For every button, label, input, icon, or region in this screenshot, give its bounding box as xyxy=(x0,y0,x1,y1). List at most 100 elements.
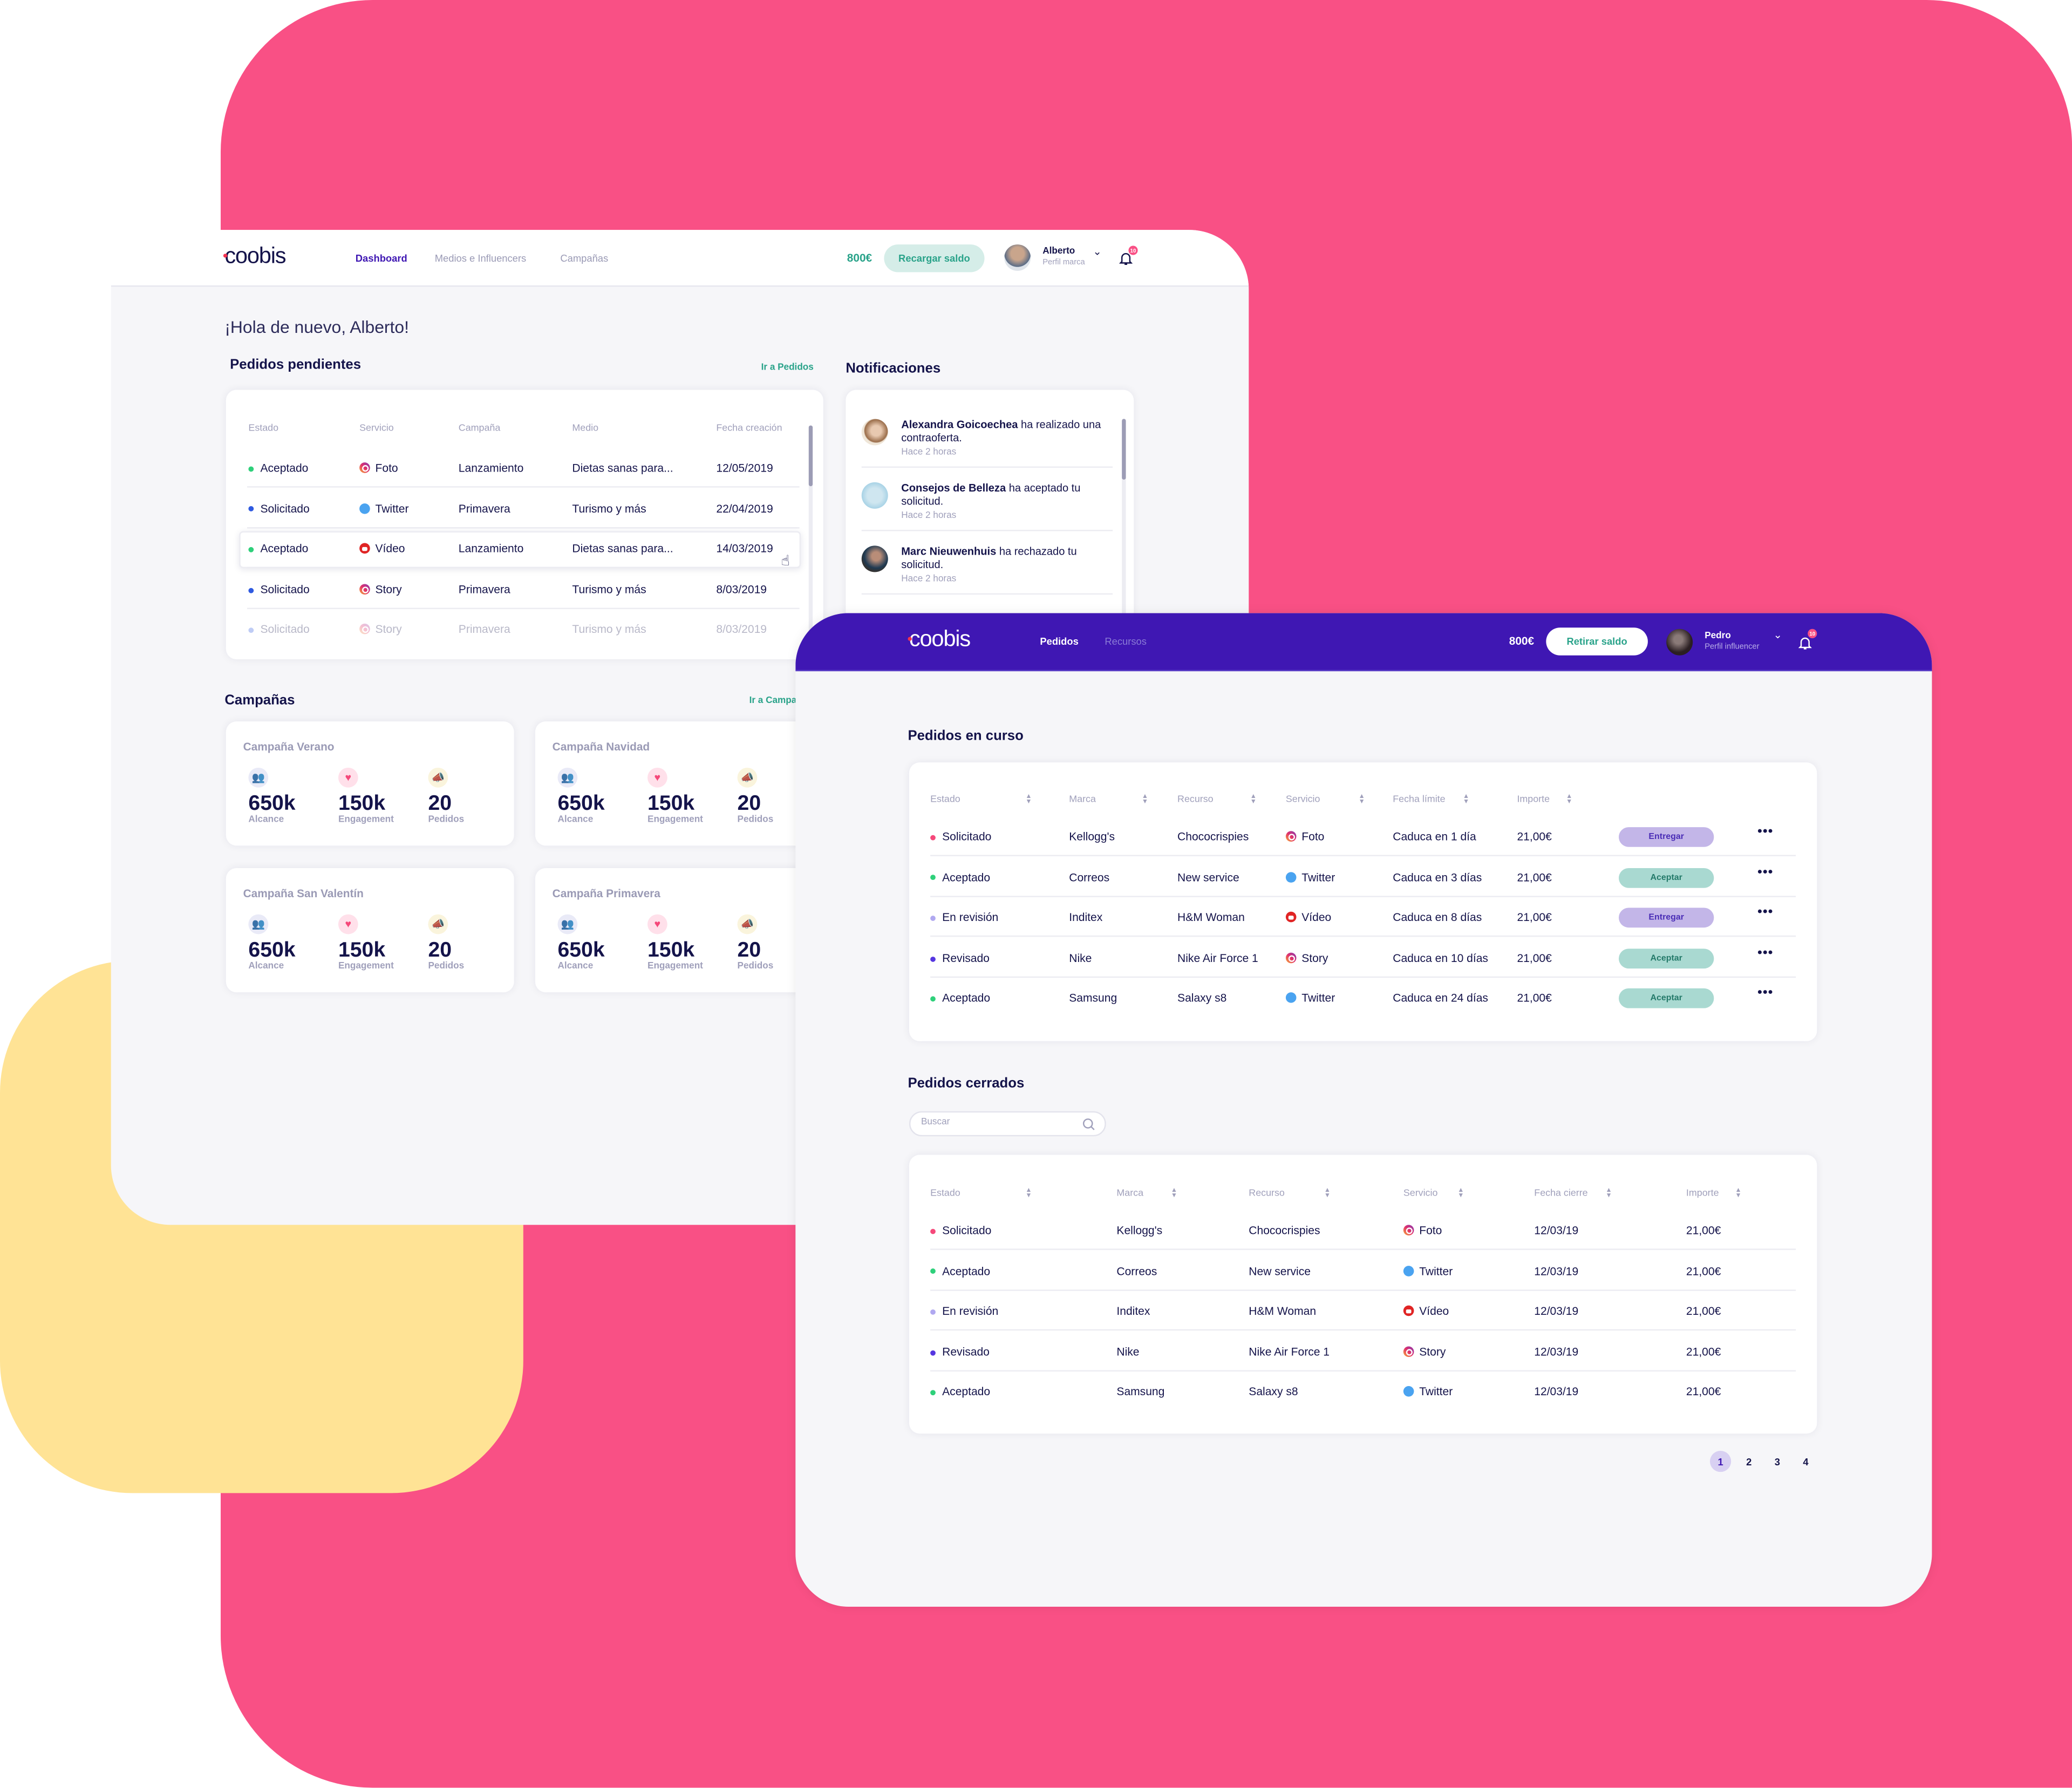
column-header[interactable]: Marca xyxy=(1069,793,1096,805)
cell-campana: Primavera xyxy=(458,623,510,636)
page-3-button[interactable]: 3 xyxy=(1774,1455,1780,1468)
aceptar-button[interactable]: Aceptar xyxy=(1619,867,1714,888)
column-header[interactable]: Importe xyxy=(1517,793,1550,805)
sort-icon[interactable]: ▲ ▼ xyxy=(1250,793,1257,806)
campaign-name: Campaña Verano xyxy=(243,740,335,753)
service-text: Twitter xyxy=(1419,1385,1453,1398)
more-options-icon[interactable]: ••• xyxy=(1757,945,1774,960)
sort-icon[interactable]: ▲ ▼ xyxy=(1457,1186,1464,1200)
status-text: Aceptado xyxy=(260,461,309,475)
entregar-button[interactable]: Entregar xyxy=(1619,827,1714,847)
status-text: Aceptado xyxy=(942,870,991,884)
nav-dashboard[interactable]: Dashboard xyxy=(355,252,407,264)
metric-value: 150k xyxy=(338,793,386,816)
notifications-scrollbar[interactable] xyxy=(1122,419,1126,480)
column-header[interactable]: Estado xyxy=(930,793,960,805)
campaigns-title: Campañas xyxy=(224,692,295,708)
nav-campanas[interactable]: Campañas xyxy=(560,252,609,264)
column-header[interactable]: Servicio xyxy=(1285,793,1320,805)
cell-marca: Nike xyxy=(1116,1345,1140,1359)
campaign-card[interactable]: Campaña Navidad 👥 650k Alcance ♥ 150k Engageme… xyxy=(535,721,823,846)
service-text: Story xyxy=(1419,1345,1446,1359)
recharge-balance-button[interactable]: Recargar saldo xyxy=(884,244,985,272)
metric-alcance: 👥 650k Alcance xyxy=(557,767,605,824)
nav-medios-influencers[interactable]: Medios e Influencers xyxy=(434,252,527,264)
brand-header: coobis Dashboard Medios e Influencers Ca… xyxy=(111,230,1249,287)
more-options-icon[interactable]: ••• xyxy=(1757,986,1774,1001)
sort-icon[interactable]: ▲ ▼ xyxy=(1735,1186,1742,1200)
cell-campana: Primavera xyxy=(458,501,510,515)
chevron-down-icon[interactable]: ⌄ xyxy=(1773,629,1782,641)
cell-fecha: Caduca en 24 días xyxy=(1393,991,1488,1005)
sort-icon[interactable]: ▲ ▼ xyxy=(1566,793,1573,806)
chevron-down-icon[interactable]: ⌄ xyxy=(1093,245,1102,258)
column-header[interactable]: Marca xyxy=(1116,1186,1144,1199)
coobis-logo[interactable]: coobis xyxy=(223,243,287,270)
sort-icon[interactable]: ▲ ▼ xyxy=(1025,793,1032,806)
column-header[interactable]: Fecha límite xyxy=(1393,793,1446,805)
campaign-card[interactable]: Campaña San Valentín 👥 650k Alcance ♥ 150k Eng… xyxy=(226,868,514,993)
sort-icon[interactable]: ▲ ▼ xyxy=(1170,1186,1177,1200)
sort-icon[interactable]: ▲ ▼ xyxy=(1025,1186,1032,1200)
status-dot xyxy=(930,1309,936,1315)
page-1-button[interactable]: 1 xyxy=(1710,1451,1732,1472)
column-header[interactable]: Estado xyxy=(930,1186,960,1199)
video-icon xyxy=(359,543,370,554)
avatar[interactable] xyxy=(1666,629,1693,656)
aceptar-button[interactable]: Aceptar xyxy=(1619,948,1714,968)
bell-icon[interactable] xyxy=(1119,250,1133,265)
sort-icon[interactable]: ▲ ▼ xyxy=(1463,793,1470,806)
campaign-card[interactable]: Campaña Primavera 👥 650k Alcance ♥ 150k Engage… xyxy=(535,868,823,993)
go-to-orders-link[interactable]: Ir a Pedidos xyxy=(761,363,814,373)
search-icon[interactable] xyxy=(1082,1118,1095,1131)
service-text: Story xyxy=(375,623,402,636)
aceptar-button[interactable]: Aceptar xyxy=(1619,988,1714,1009)
sort-icon[interactable]: ▲ ▼ xyxy=(1324,1186,1331,1200)
column-header[interactable]: Fecha cierre xyxy=(1534,1186,1588,1199)
metric-label: Pedidos xyxy=(737,961,774,972)
column-header[interactable]: Servicio xyxy=(1403,1186,1438,1199)
sort-icon[interactable]: ▲ ▼ xyxy=(1605,1186,1612,1200)
cell-marca: Kellogg's xyxy=(1116,1223,1163,1237)
avatar[interactable] xyxy=(1004,244,1031,271)
more-options-icon[interactable]: ••• xyxy=(1757,824,1774,840)
metric-label: Pedidos xyxy=(428,815,465,825)
page-2-button[interactable]: 2 xyxy=(1746,1455,1752,1468)
entregar-button[interactable]: Entregar xyxy=(1619,907,1714,928)
row-divider xyxy=(930,1370,1796,1371)
megaphone-icon: 📣 xyxy=(428,767,448,788)
heart-icon: ♥ xyxy=(648,914,667,934)
cell-recurso: H&M Woman xyxy=(1249,1304,1317,1318)
cell-estado: Aceptado xyxy=(930,1264,990,1277)
more-options-icon[interactable]: ••• xyxy=(1757,865,1774,880)
cell-recurso: Salaxy s8 xyxy=(1177,991,1227,1005)
column-header[interactable]: Importe xyxy=(1686,1186,1719,1199)
more-options-icon[interactable]: ••• xyxy=(1757,905,1774,920)
video-icon xyxy=(1403,1306,1414,1316)
cell-fecha: 8/03/2019 xyxy=(716,582,767,596)
page-4-button[interactable]: 4 xyxy=(1803,1455,1809,1468)
cell-importe: 21,00€ xyxy=(1686,1223,1721,1237)
notification-time: Hace 2 horas xyxy=(901,448,957,458)
notification-message: ha rechazado tu solicitud. xyxy=(901,545,1077,571)
row-divider xyxy=(930,976,1796,978)
cell-importe: 21,00€ xyxy=(1686,1345,1721,1359)
column-header[interactable]: Recurso xyxy=(1249,1186,1285,1199)
search-input[interactable] xyxy=(921,1117,1080,1127)
influencer-header: coobis Pedidos Recursos 800€ Retirar sal… xyxy=(795,613,1932,672)
cell-importe: 21,00€ xyxy=(1686,1304,1721,1318)
cell-servicio: Foto xyxy=(1403,1224,1442,1237)
column-header[interactable]: Recurso xyxy=(1177,793,1214,805)
pending-orders-scrollbar[interactable] xyxy=(808,425,813,487)
bell-icon[interactable] xyxy=(1798,634,1812,650)
sort-icon[interactable]: ▲ ▼ xyxy=(1358,793,1365,806)
metric-engagement: ♥ 150k Engagement xyxy=(648,914,703,971)
nav-recursos[interactable]: Recursos xyxy=(1105,635,1147,648)
sort-icon[interactable]: ▲ ▼ xyxy=(1141,793,1149,806)
nav-pedidos[interactable]: Pedidos xyxy=(1040,635,1079,648)
instagram-icon xyxy=(1285,952,1297,963)
metric-alcance: 👥 650k Alcance xyxy=(248,914,296,971)
coobis-logo[interactable]: coobis xyxy=(908,626,971,653)
withdraw-balance-button[interactable]: Retirar saldo xyxy=(1546,627,1648,656)
campaign-card[interactable]: Campaña Verano 👥 650k Alcance ♥ 150k Engagemen… xyxy=(226,721,514,846)
